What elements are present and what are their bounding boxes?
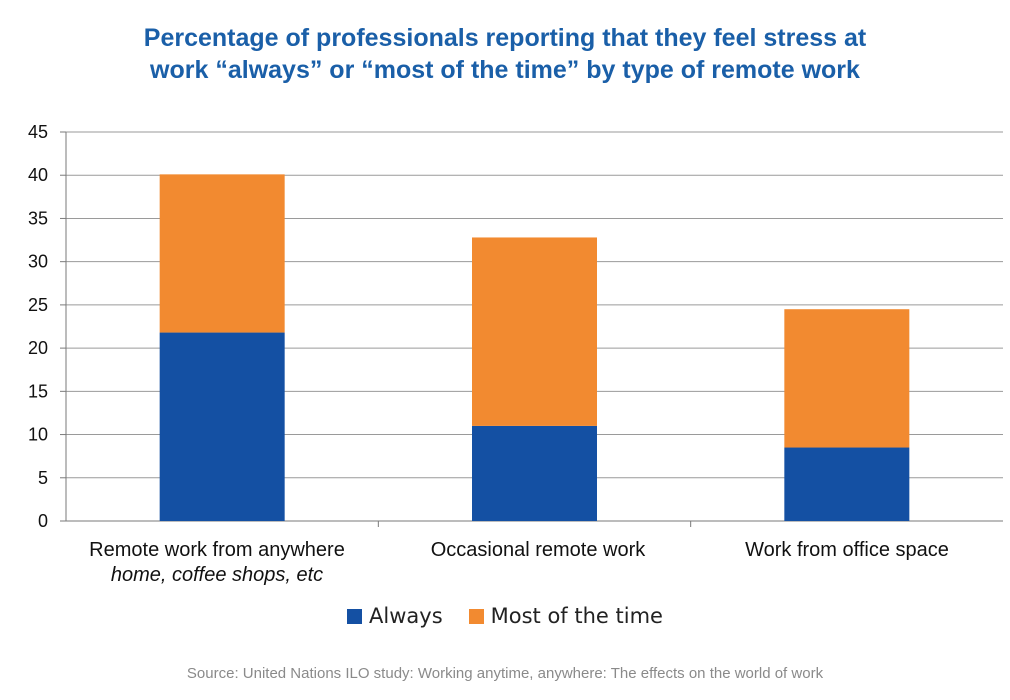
y-tick-label: 30 <box>28 252 48 272</box>
y-tick-label: 5 <box>38 468 48 488</box>
bar-most-of-the-time <box>159 174 285 333</box>
legend-label-most: Most of the time <box>490 604 663 628</box>
bar-most-of-the-time <box>784 309 910 448</box>
chart-title-line1: Percentage of professionals reporting th… <box>143 24 867 52</box>
x-category-label-main: Remote work from anywhere <box>89 539 345 561</box>
y-tick-label: 0 <box>38 511 48 531</box>
legend-item-always: Always <box>347 604 443 628</box>
bar-most-of-the-time <box>472 237 597 426</box>
x-category-label-main: Work from office space <box>745 539 949 561</box>
bar-always <box>159 332 285 521</box>
chart-legend: Always Most of the time <box>0 604 1010 628</box>
chart-title-line2: work “always” or “most of the time” by t… <box>150 56 860 84</box>
y-tick-label: 40 <box>28 165 48 185</box>
y-tick-label: 35 <box>28 208 48 228</box>
y-tick-label: 10 <box>28 425 48 445</box>
legend-label-always: Always <box>369 604 443 628</box>
source-note: Source: United Nations ILO study: Workin… <box>186 665 824 682</box>
x-category-label-3: Work from office space <box>687 538 1007 562</box>
y-tick-label: 20 <box>28 338 48 358</box>
x-category-label-2: Occasional remote work <box>378 538 698 562</box>
x-category-label-1: Remote work from anywhere home, coffee s… <box>57 538 377 588</box>
bar-always <box>472 425 597 521</box>
x-category-label-main: Occasional remote work <box>430 539 646 561</box>
y-tick-label: 15 <box>28 381 48 401</box>
chart-title: Percentage of professionals reporting th… <box>0 22 1010 86</box>
y-tick-label: 25 <box>28 295 48 315</box>
legend-item-most: Most of the time <box>468 604 663 628</box>
bar-always <box>784 447 910 521</box>
legend-swatch-always <box>347 608 363 624</box>
legend-swatch-most <box>468 608 484 624</box>
y-tick-label: 45 <box>28 122 48 142</box>
chart-plot-area: 0 5 10 15 20 25 30 35 40 45 <box>28 122 1003 531</box>
x-category-sublabel: home, coffee shops, etc <box>110 564 324 586</box>
